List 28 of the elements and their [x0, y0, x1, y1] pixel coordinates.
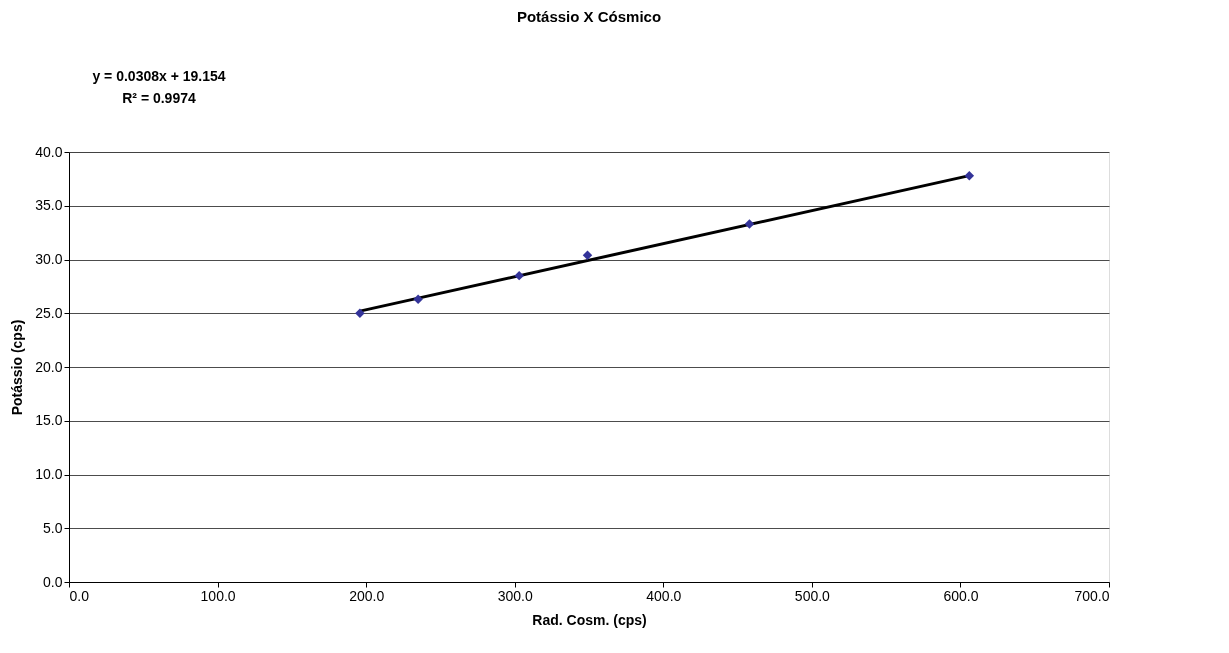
x-tick-label: 100.0 — [200, 587, 236, 604]
x-tick-label: 400.0 — [646, 587, 682, 604]
text: y = 0.0308x + 19.154 — [92, 68, 226, 84]
point — [514, 270, 524, 281]
y-axis-title: Potássio (cps) — [9, 319, 26, 416]
y-tick-label: 40.0 — [35, 143, 63, 160]
y-tick-label: 35.0 — [35, 197, 63, 214]
y-tick-label: 5.0 — [43, 519, 63, 536]
x-tick-label: 0.0 — [69, 587, 90, 604]
x-tick-label: 500.0 — [794, 587, 831, 604]
y-tick-label: 25.0 — [35, 304, 63, 321]
y-tick-label: 10.0 — [35, 466, 63, 482]
y-tick-label: 20.0 — [35, 358, 63, 375]
y-tick-label: 0.0 — [43, 573, 63, 590]
x-tick-label: 700.0 — [1074, 587, 1110, 604]
x-tick-label: 200.0 — [349, 587, 385, 604]
x-tick-label: 300.0 — [497, 587, 533, 604]
text: R² = 0.9974 — [122, 90, 196, 106]
point — [413, 294, 423, 305]
y-tick-label: 30.0 — [35, 251, 63, 267]
x-axis-title: Rad. Cosm. (cps) — [532, 611, 647, 628]
point — [744, 219, 755, 229]
point — [964, 170, 975, 181]
chart-title: Potássio X Cósmico — [516, 8, 662, 25]
point — [582, 250, 593, 260]
point — [355, 308, 365, 318]
y-tick-label: 15.0 — [35, 412, 63, 429]
x-tick-label: 600.0 — [943, 587, 979, 604]
